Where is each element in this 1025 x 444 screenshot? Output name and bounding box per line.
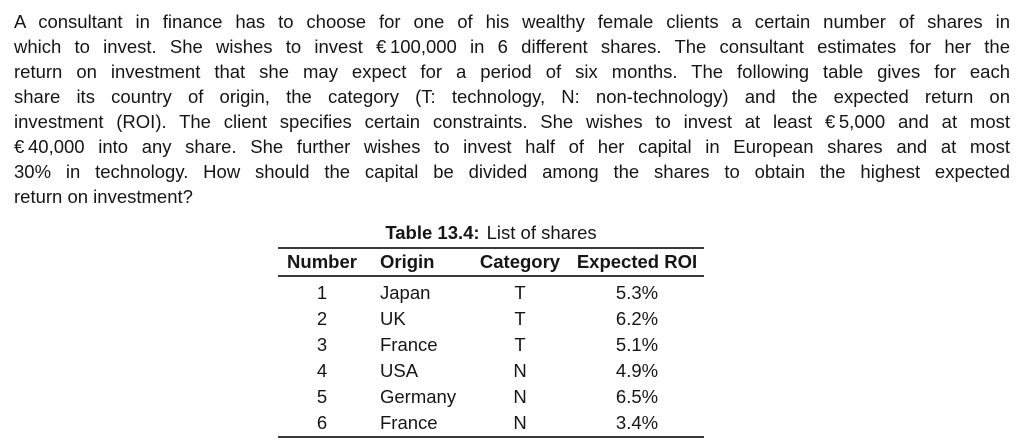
col-header-category: Category	[470, 248, 570, 277]
cell-origin: Japan	[380, 282, 431, 303]
cell-number: 6	[316, 412, 328, 433]
cell-origin: UK	[380, 308, 406, 329]
cell-roi: 3.4%	[615, 412, 659, 433]
cell-category: N	[513, 386, 527, 407]
table-row: 4 USA N 4.9%	[278, 358, 704, 384]
table-row: 1 Japan T 5.3%	[278, 276, 704, 306]
table-caption: Table 13.4: List of shares	[278, 220, 704, 245]
cell-roi: 4.9%	[615, 360, 659, 381]
cell-roi: 5.1%	[615, 334, 659, 355]
cell-origin: USA	[380, 360, 419, 381]
cell-number: 5	[316, 386, 328, 407]
cell-category: N	[513, 412, 527, 433]
cell-number: 3	[316, 334, 328, 355]
cell-roi: 6.5%	[615, 386, 659, 407]
col-header-roi: Expected ROI	[570, 248, 704, 277]
problem-text-line: 30% in technology. How should the capita…	[14, 161, 1010, 182]
table-row: 5 Germany N 6.5%	[278, 384, 704, 410]
col-header-origin: Origin	[366, 248, 470, 277]
table-row: 6 France N 3.4%	[278, 410, 704, 437]
cell-number: 4	[316, 360, 328, 381]
cell-category: T	[514, 308, 526, 329]
cell-category: N	[513, 360, 527, 381]
problem-text-line: share its country of origin, the categor…	[14, 86, 1010, 107]
problem-text-line: € 40,000 into any share. She further wis…	[14, 136, 1010, 157]
cell-number: 1	[316, 282, 328, 303]
table-row: 3 France T 5.1%	[278, 332, 704, 358]
table-caption-title: List of shares	[486, 222, 597, 243]
problem-statement: A consultant in finance has to choose fo…	[14, 9, 1010, 209]
cell-category: T	[514, 282, 526, 303]
problem-text-line: A consultant in finance has to choose fo…	[14, 11, 1010, 32]
cell-number: 2	[316, 308, 328, 329]
cell-origin: France	[380, 334, 438, 355]
problem-text-line: return on investment?	[14, 186, 193, 207]
shares-table: Number Origin Category Expected ROI 1 Ja…	[278, 247, 704, 438]
cell-origin: Germany	[380, 386, 457, 407]
col-header-number: Number	[278, 248, 366, 277]
cell-roi: 6.2%	[615, 308, 659, 329]
cell-category: T	[514, 334, 526, 355]
table-13-4: Table 13.4: List of shares Number Origin …	[278, 220, 704, 438]
cell-roi: 5.3%	[615, 282, 659, 303]
problem-text-line: investment (ROI). The client specifies c…	[14, 111, 1010, 132]
table-header-row: Number Origin Category Expected ROI	[278, 248, 704, 277]
problem-text-line: which to invest. She wishes to invest € …	[14, 36, 1010, 57]
table-caption-label: Table 13.4:	[385, 222, 480, 243]
table-row: 2 UK T 6.2%	[278, 306, 704, 332]
cell-origin: France	[380, 412, 438, 433]
problem-text-line: return on investment that she may expect…	[14, 61, 1010, 82]
